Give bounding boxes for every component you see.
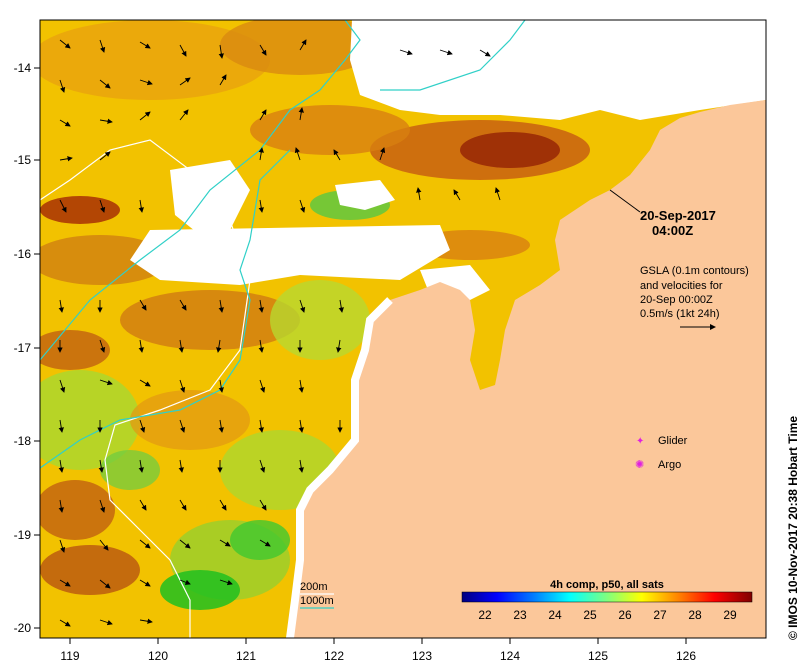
axis-ticks [34, 67, 687, 644]
sst-field [40, 20, 660, 610]
y-tick-16: -16 [14, 247, 32, 261]
y-axis-labels: -14 -15 -16 -17 -18 -19 -20 [14, 61, 32, 635]
x-tick-123: 123 [412, 649, 432, 663]
colorbar-tick-24: 24 [548, 608, 562, 622]
plot-frame [39, 19, 767, 639]
x-tick-122: 122 [324, 649, 344, 663]
colorbar-tick-26: 26 [618, 608, 632, 622]
y-tick-15: -15 [14, 153, 32, 167]
velocity-arrows [57, 39, 501, 627]
legend-glider-label: Glider [658, 435, 688, 447]
y-tick-14: -14 [14, 61, 32, 75]
x-tick-121: 121 [236, 649, 256, 663]
y-tick-19: -19 [14, 528, 32, 542]
timestamp-time: 04:00Z [652, 223, 693, 238]
x-tick-124: 124 [500, 649, 520, 663]
contour-legend: 200m 1000m [300, 581, 334, 609]
legend-glider: ✦ Glider [636, 435, 688, 447]
x-tick-119: 119 [60, 649, 79, 663]
gsla-line-1: GSLA (0.1m contours) [640, 265, 749, 277]
x-axis-labels: 119 120 121 122 123 124 125 126 [60, 649, 696, 663]
gsla-line-3: 20-Sep 00:00Z [640, 294, 713, 306]
australia-land [290, 100, 766, 638]
contour-200m-label: 200m [300, 581, 328, 593]
legend-argo-label: Argo [658, 459, 681, 471]
x-tick-126: 126 [676, 649, 696, 663]
colorbar-tick-28: 28 [688, 608, 702, 622]
colorbar-title: 4h comp, p50, all sats [550, 579, 664, 591]
argo-marker-icon: ✺ [635, 459, 644, 471]
contour-200m-line [40, 139, 251, 638]
glider-marker-icon: ✦ [636, 436, 644, 447]
y-tick-20: -20 [14, 621, 32, 635]
imos-credit: © IMOS 10-Nov-2017 20:38 Hobart Time [786, 416, 800, 640]
colorbar-tick-27: 27 [653, 608, 667, 622]
x-tick-125: 125 [588, 649, 608, 663]
colorbar: 4h comp, p50, all sats 22 23 24 25 26 27… [461, 579, 753, 622]
colorbar-tick-29: 29 [723, 608, 737, 622]
cloud-gaps [130, 20, 766, 300]
colorbar-tick-25: 25 [583, 608, 597, 622]
colorbar-gradient [461, 591, 753, 603]
timestamp-date: 20-Sep-2017 [640, 208, 716, 223]
y-tick-17: -17 [14, 341, 32, 355]
gsla-line-2: and velocities for [640, 280, 723, 292]
legend-argo: ✺ Argo [635, 459, 681, 471]
x-tick-120: 120 [148, 649, 168, 663]
colorbar-tick-22: 22 [478, 608, 492, 622]
timestamp-pointer-line [609, 189, 641, 213]
y-tick-18: -18 [14, 434, 32, 448]
colorbar-tick-23: 23 [513, 608, 527, 622]
contour-1000m-label: 1000m [300, 595, 334, 607]
gsla-line-4: 0.5m/s (1kt 24h) [640, 308, 719, 320]
